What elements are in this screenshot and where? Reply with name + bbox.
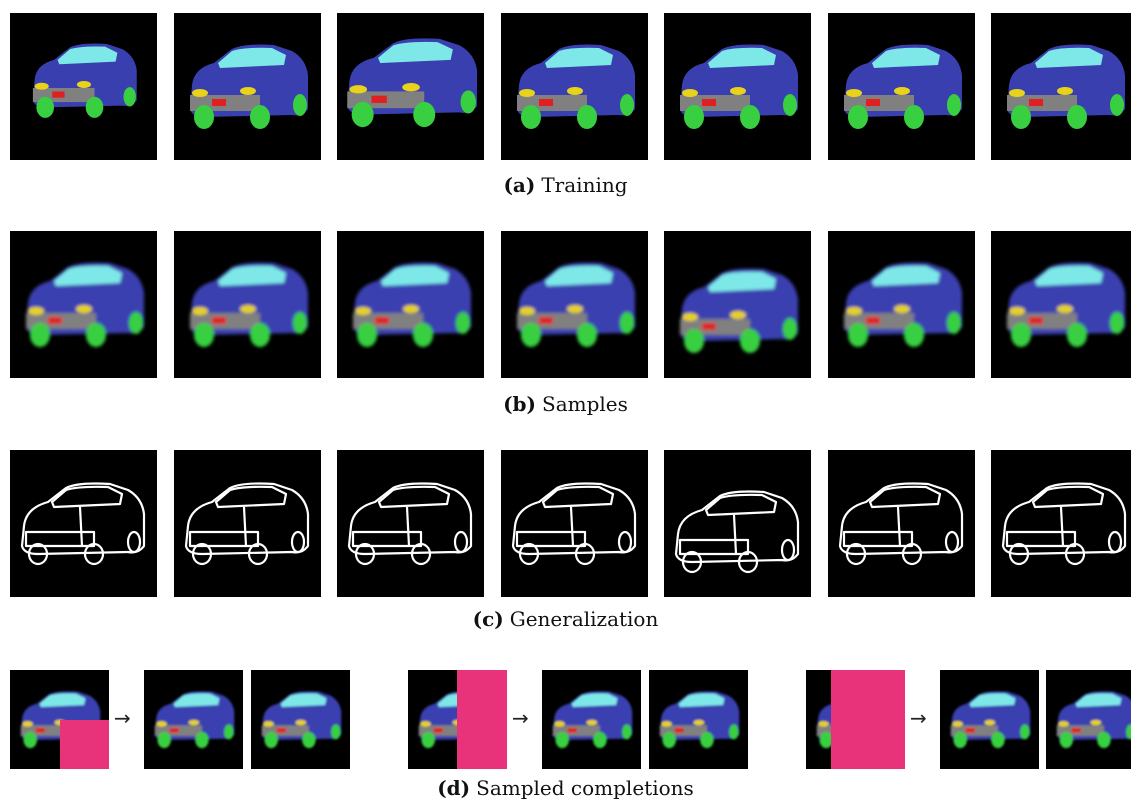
car-sample-icon xyxy=(649,670,748,769)
car-segmentation-icon xyxy=(10,13,157,160)
masked-input-3 xyxy=(806,670,905,769)
car-segmentation-icon xyxy=(991,13,1131,160)
sample-image-4 xyxy=(501,231,648,378)
car-sample-icon xyxy=(501,231,648,378)
training-image-5 xyxy=(664,13,811,160)
edge-image-6 xyxy=(828,450,975,597)
completion-1b xyxy=(251,670,350,769)
car-sample-icon xyxy=(1046,670,1131,769)
edge-image-4 xyxy=(501,450,648,597)
caption-d: (d) Sampled completions xyxy=(437,776,694,800)
masked-input-1 xyxy=(10,670,109,769)
car-sample-icon xyxy=(542,670,641,769)
arrow-icon: → xyxy=(114,706,131,730)
car-edge-icon xyxy=(174,450,321,597)
completion-1a xyxy=(144,670,243,769)
car-segmentation-icon xyxy=(501,13,648,160)
occlusion-mask xyxy=(60,720,109,769)
sample-image-3 xyxy=(337,231,484,378)
sample-image-2 xyxy=(174,231,321,378)
edge-image-7 xyxy=(991,450,1131,597)
car-edge-icon xyxy=(828,450,975,597)
completion-3b xyxy=(1046,670,1131,769)
caption-c: (c) Generalization xyxy=(472,607,659,631)
edge-image-3 xyxy=(337,450,484,597)
arrow-icon: → xyxy=(910,706,927,730)
training-image-1 xyxy=(10,13,157,160)
car-edge-icon xyxy=(664,450,811,597)
row-generalization xyxy=(0,450,1131,597)
car-sample-icon xyxy=(337,231,484,378)
occlusion-mask xyxy=(831,670,905,769)
arrow-icon: → xyxy=(512,706,529,730)
masked-input-2 xyxy=(408,670,507,769)
training-image-7 xyxy=(991,13,1131,160)
car-sample-icon xyxy=(144,670,243,769)
car-segmentation-icon xyxy=(337,13,484,160)
car-sample-icon xyxy=(10,231,157,378)
sample-image-1 xyxy=(10,231,157,378)
training-image-6 xyxy=(828,13,975,160)
edge-image-5 xyxy=(664,450,811,597)
car-edge-icon xyxy=(501,450,648,597)
sample-image-5 xyxy=(664,231,811,378)
car-sample-icon xyxy=(174,231,321,378)
edge-image-1 xyxy=(10,450,157,597)
car-sample-icon xyxy=(828,231,975,378)
car-sample-icon xyxy=(940,670,1039,769)
row-training xyxy=(0,13,1131,160)
sample-image-6 xyxy=(828,231,975,378)
row-completions: → → → xyxy=(0,670,1131,769)
sample-image-7 xyxy=(991,231,1131,378)
car-edge-icon xyxy=(10,450,157,597)
car-edge-icon xyxy=(337,450,484,597)
caption-b: (b) Samples xyxy=(503,392,628,416)
car-edge-icon xyxy=(991,450,1131,597)
training-image-3 xyxy=(337,13,484,160)
car-segmentation-icon xyxy=(828,13,975,160)
completion-2b xyxy=(649,670,748,769)
training-image-4 xyxy=(501,13,648,160)
car-segmentation-icon xyxy=(664,13,811,160)
car-sample-icon xyxy=(251,670,350,769)
row-samples xyxy=(0,231,1131,378)
car-sample-icon xyxy=(664,231,811,378)
edge-image-2 xyxy=(174,450,321,597)
car-segmentation-icon xyxy=(174,13,321,160)
training-image-2 xyxy=(174,13,321,160)
completion-2a xyxy=(542,670,641,769)
occlusion-mask xyxy=(457,670,507,769)
car-sample-icon xyxy=(991,231,1131,378)
caption-a: (a) Training xyxy=(503,173,628,197)
completion-3a xyxy=(940,670,1039,769)
